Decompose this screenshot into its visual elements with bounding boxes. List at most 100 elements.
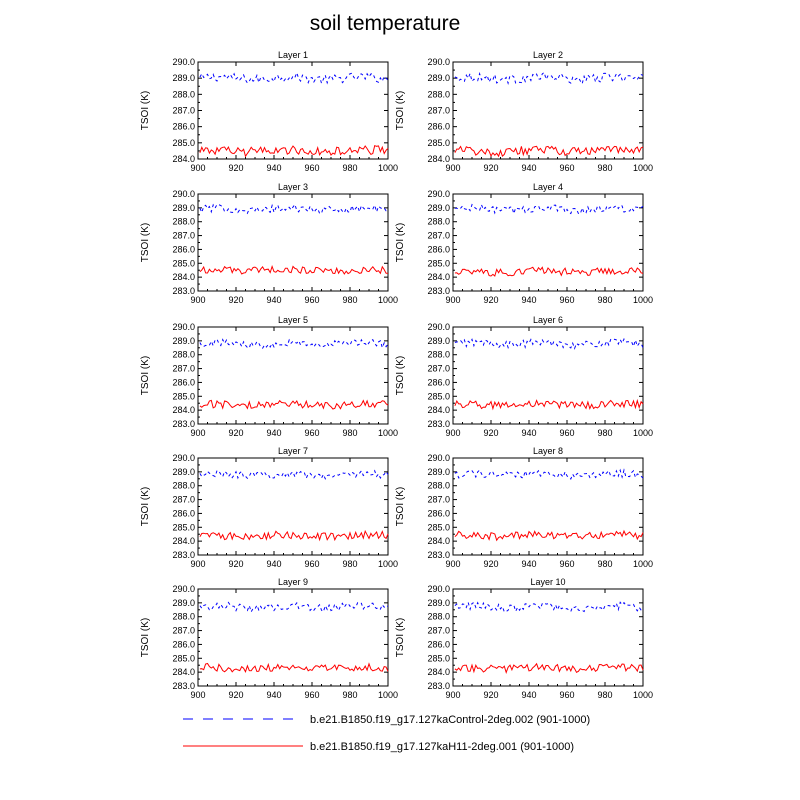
panel-title: Layer 2 — [533, 50, 563, 60]
series-line-control — [454, 337, 644, 350]
x-tick-label: 980 — [342, 295, 357, 305]
series-line-control — [199, 601, 389, 614]
x-tick-label: 900 — [445, 428, 460, 438]
y-tick-label: 283.0 — [172, 286, 195, 296]
panel-title: Layer 9 — [278, 577, 308, 587]
x-tick-label: 980 — [597, 163, 612, 173]
y-tick-label: 284.0 — [427, 405, 450, 415]
x-tick-label: 1000 — [633, 295, 653, 305]
x-tick-label: 940 — [266, 428, 281, 438]
x-tick-label: 980 — [342, 559, 357, 569]
y-tick-label: 284.0 — [172, 667, 195, 677]
y-tick-label: 288.0 — [172, 612, 195, 622]
y-axis-label: TSOI (K) — [140, 487, 151, 526]
y-tick-label: 285.0 — [427, 653, 450, 663]
y-tick-label: 289.0 — [172, 336, 195, 346]
y-tick-label: 288.0 — [172, 217, 195, 227]
panel-layer-9: Layer 9 290.0 289.0 288.0 287.0 286.0 285.0 284… — [140, 577, 398, 700]
panel-layer-6: Layer 6 290.0 289.0 288.0 287.0 286.0 285.0 284… — [395, 315, 653, 438]
y-tick-label: 286.0 — [427, 639, 450, 649]
x-tick-label: 940 — [521, 295, 536, 305]
x-tick-label: 960 — [559, 690, 574, 700]
x-tick-label: 960 — [559, 428, 574, 438]
y-tick-label: 283.0 — [172, 681, 195, 691]
x-tick-label: 940 — [266, 295, 281, 305]
legend-label-control: b.e21.B1850.f19_g17.127kaControl-2deg.00… — [310, 714, 590, 726]
figure-title: soil temperature — [310, 12, 461, 35]
x-tick-label: 1000 — [633, 559, 653, 569]
x-tick-label: 960 — [304, 163, 319, 173]
y-tick-label: 287.0 — [427, 231, 450, 241]
y-tick-label: 286.0 — [427, 377, 450, 387]
series-line-control — [199, 203, 389, 215]
series-line-h11 — [454, 145, 644, 158]
panel-layer-4: Layer 4 290.0 289.0 288.0 287.0 286.0 285.0 284… — [395, 182, 653, 305]
y-tick-label: 286.0 — [427, 122, 450, 132]
y-tick-label: 287.0 — [427, 106, 450, 116]
x-tick-label: 940 — [266, 559, 281, 569]
panel-title: Layer 5 — [278, 315, 308, 325]
y-tick-label: 287.0 — [427, 364, 450, 374]
x-tick-label: 900 — [190, 295, 205, 305]
panel-title: Layer 3 — [278, 182, 308, 192]
y-tick-label: 289.0 — [427, 73, 450, 83]
series-line-control — [454, 71, 644, 86]
y-tick-label: 284.0 — [172, 272, 195, 282]
x-tick-label: 980 — [597, 295, 612, 305]
x-tick-label: 980 — [342, 690, 357, 700]
y-tick-label: 290.0 — [427, 189, 450, 199]
series-line-h11 — [199, 662, 389, 673]
panel-title: Layer 8 — [533, 446, 563, 456]
y-tick-label: 290.0 — [172, 189, 195, 199]
x-tick-label: 980 — [342, 428, 357, 438]
x-tick-label: 900 — [445, 559, 460, 569]
x-tick-label: 920 — [228, 163, 243, 173]
panel-layer-10: Layer 10 290.0 289.0 288.0 287.0 286.0 285.0 28… — [395, 577, 653, 700]
x-tick-label: 980 — [342, 163, 357, 173]
y-tick-label: 286.0 — [172, 122, 195, 132]
x-tick-label: 960 — [559, 295, 574, 305]
y-tick-label: 286.0 — [427, 244, 450, 254]
y-tick-label: 286.0 — [427, 508, 450, 518]
x-tick-label: 960 — [304, 690, 319, 700]
x-tick-label: 980 — [597, 690, 612, 700]
y-tick-label: 284.0 — [427, 536, 450, 546]
y-tick-label: 289.0 — [172, 73, 195, 83]
y-tick-label: 286.0 — [172, 377, 195, 387]
x-tick-label: 1000 — [378, 690, 398, 700]
series-line-control — [454, 468, 644, 480]
y-tick-label: 287.0 — [172, 626, 195, 636]
y-axis-label: TSOI (K) — [395, 91, 406, 130]
y-axis-label: TSOI (K) — [395, 223, 406, 262]
series-line-h11 — [454, 398, 644, 411]
panel-layer-2: Layer 2 290.0 289.0 288.0 287.0 286.0 285.0 284… — [395, 50, 653, 173]
y-tick-label: 284.0 — [427, 272, 450, 282]
y-tick-label: 289.0 — [427, 467, 450, 477]
x-tick-label: 900 — [445, 163, 460, 173]
x-tick-label: 920 — [483, 559, 498, 569]
legend-label-h11: b.e21.B1850.f19_g17.127kaH11-2deg.001 (9… — [310, 741, 574, 753]
y-tick-label: 289.0 — [172, 467, 195, 477]
x-tick-label: 1000 — [633, 690, 653, 700]
y-axis-label: TSOI (K) — [395, 487, 406, 526]
panel-title: Layer 4 — [533, 182, 563, 192]
panel-layer-3: Layer 3 290.0 289.0 288.0 287.0 286.0 285.0 284… — [140, 182, 398, 305]
x-tick-label: 1000 — [633, 428, 653, 438]
x-tick-label: 900 — [190, 428, 205, 438]
x-tick-label: 1000 — [378, 295, 398, 305]
y-tick-label: 290.0 — [427, 57, 450, 67]
y-tick-label: 287.0 — [427, 495, 450, 505]
x-tick-label: 940 — [521, 559, 536, 569]
y-tick-label: 283.0 — [427, 286, 450, 296]
series-line-h11 — [199, 399, 389, 410]
y-tick-label: 288.0 — [172, 481, 195, 491]
series-line-control — [454, 203, 644, 216]
y-tick-label: 286.0 — [172, 244, 195, 254]
y-tick-label: 288.0 — [172, 350, 195, 360]
panel-title: Layer 1 — [278, 50, 308, 60]
y-tick-label: 289.0 — [172, 203, 195, 213]
y-tick-label: 290.0 — [172, 453, 195, 463]
y-tick-label: 285.0 — [427, 258, 450, 268]
y-tick-label: 285.0 — [427, 391, 450, 401]
